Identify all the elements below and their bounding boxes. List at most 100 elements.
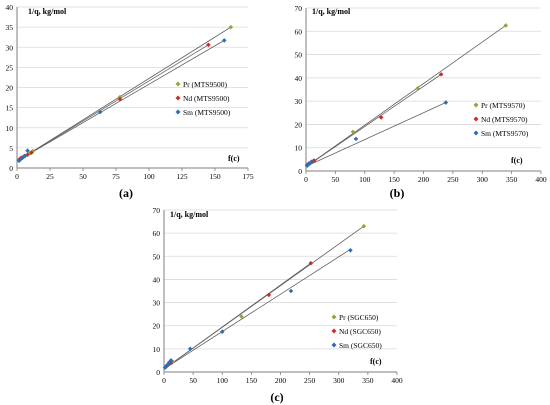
legend-marker [175,95,181,101]
trend-line [307,102,446,167]
x-tick-label: 0 [162,376,166,385]
data-point [168,358,174,363]
y-tick-label: 0 [156,368,160,377]
data-point [97,109,103,115]
y-tick-label: 40 [295,74,303,83]
panel-label-c: (c) [270,390,284,404]
trend-line [164,249,351,369]
y-axis-title: 1/q, kg/mol [28,7,67,16]
x-tick-label: 150 [246,376,258,385]
data-point [288,288,294,294]
data-point [443,100,449,105]
y-tick-label: 20 [295,120,303,129]
y-tick-label: 25 [6,63,14,72]
y-tick-label: 5 [9,144,13,153]
data-point [378,115,384,120]
x-tick-label: 50 [189,376,197,385]
y-tick-label: 10 [6,124,14,133]
x-tick-label: 300 [333,376,345,385]
legend-label: Nd (MTS9570) [481,115,528,124]
x-tick-label: 150 [209,172,221,181]
legend-marker [331,342,337,348]
data-point [117,96,123,102]
legend-marker [473,130,479,136]
y-tick-label: 10 [295,144,303,153]
x-tick-label: 250 [447,175,459,184]
data-point [438,72,444,77]
trend-line [306,25,506,167]
x-tick-label: 300 [477,175,489,184]
data-point [309,159,315,165]
trend-line [18,44,209,161]
data-point [221,38,227,43]
y-tick-label: 20 [153,322,161,331]
data-point [228,24,234,30]
data-point [22,153,28,159]
x-tick-label: 250 [304,376,316,385]
y-tick-label: 40 [153,275,161,284]
legend-label: Nd (MTS9500) [183,94,230,103]
data-point [187,346,193,352]
y-tick-label: 30 [153,299,161,308]
data-point [206,42,211,48]
data-point [219,329,225,335]
legend-marker [175,109,181,115]
data-point [350,129,356,135]
x-tick-label: 100 [217,376,229,385]
x-tick-label: 125 [176,172,188,181]
data-point [162,365,168,370]
chart-panel-b: 0 10 20 30 40 50 60 70 0 50 100 150 200 250 300 350 400 1… [283,0,550,184]
data-point [165,362,170,368]
legend-marker [331,328,337,334]
data-point [415,86,420,91]
x-tick-label: 350 [362,376,374,385]
chart-b-svg: 0 10 20 30 40 50 60 70 0 50 100 150 200 250 300 350 400 1… [295,4,547,184]
chart-panel-c: 0 10 20 30 40 50 60 70 0 50 100 150 200 250 300 350 400 1… [141,205,411,385]
trend-line [18,26,232,161]
chart-panel-a: 0 5 10 15 20 25 30 35 40 0 25 50 75 100 125 150 175 1/q, … [0,0,265,181]
x-tick-label: 400 [535,175,547,184]
trend-line [18,40,225,161]
data-point [29,150,34,156]
y-tick-label: 70 [153,206,161,215]
x-tick-label: 200 [275,376,287,385]
data-point [16,158,22,164]
legend-label: Pr (MTS9570) [481,101,525,110]
legend-label: Pr (SGC650) [339,313,379,322]
y-tick-label: 50 [295,51,303,60]
x-axis-title: f(c) [511,156,523,165]
x-tick-label: 400 [391,376,403,385]
x-tick-label: 200 [418,175,430,184]
y-axis-title: 1/q, kg/mol [312,7,351,16]
x-tick-label: 75 [112,172,120,181]
legend-label: Sm (MTS9570) [481,129,529,138]
x-tick-label: 150 [389,175,401,184]
y-tick-label: 30 [6,43,14,52]
panel-label-a: (a) [119,186,133,200]
x-tick-label: 0 [15,172,19,181]
data-point [348,247,353,253]
y-tick-label: 30 [295,97,303,106]
panel-label-b: (b) [389,186,405,200]
x-axis-title: f(c) [370,357,382,366]
y-tick-label: 35 [6,23,14,32]
y-tick-label: 60 [153,229,161,238]
x-tick-label: 175 [242,172,254,181]
y-tick-label: 15 [6,104,14,113]
x-tick-label: 100 [359,175,371,184]
data-point [503,23,509,28]
x-axis-title: f(c) [228,154,240,163]
trend-line [164,262,312,369]
y-tick-label: 10 [153,345,161,354]
x-tick-label: 50 [79,172,87,181]
y-tick-label: 70 [295,4,303,13]
x-tick-label: 350 [506,175,518,184]
y-tick-label: 0 [298,167,302,176]
y-tick-label: 40 [6,3,14,12]
legend-label: Pr (MTS9500) [183,80,227,89]
chart-a-svg: 0 5 10 15 20 25 30 35 40 0 25 50 75 100 125 150 175 1/q, … [6,3,254,181]
data-point [19,155,25,161]
data-point [239,314,244,319]
x-tick-label: 0 [304,175,308,184]
data-point [25,148,30,153]
